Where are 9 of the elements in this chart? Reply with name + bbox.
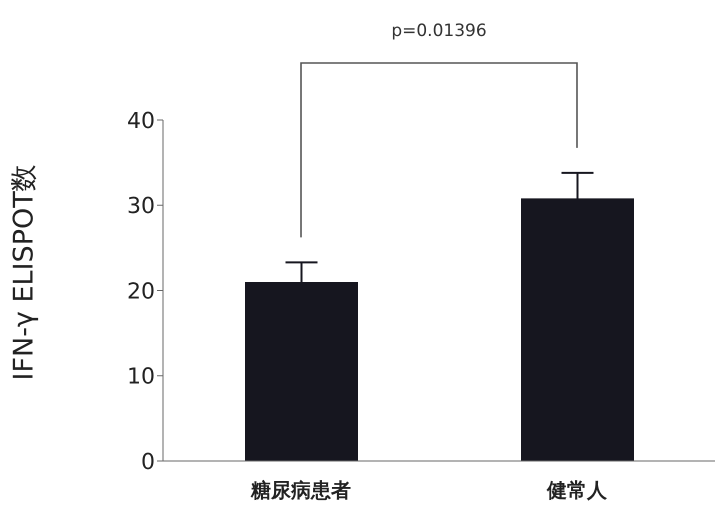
y-axis-title: IFN-γ ELISPOT数 — [8, 164, 40, 380]
y-tick-label: 10 — [127, 364, 155, 390]
x-tick-label: 健常人 — [546, 478, 608, 502]
x-tick-label: 糖尿病患者 — [250, 478, 351, 502]
y-tick-label: 20 — [127, 279, 155, 304]
y-tick-label: 30 — [127, 194, 155, 220]
y-tick-label: 0 — [141, 450, 155, 475]
y-tick-label: 40 — [127, 108, 155, 134]
text: p=0.01396 — [391, 21, 487, 41]
